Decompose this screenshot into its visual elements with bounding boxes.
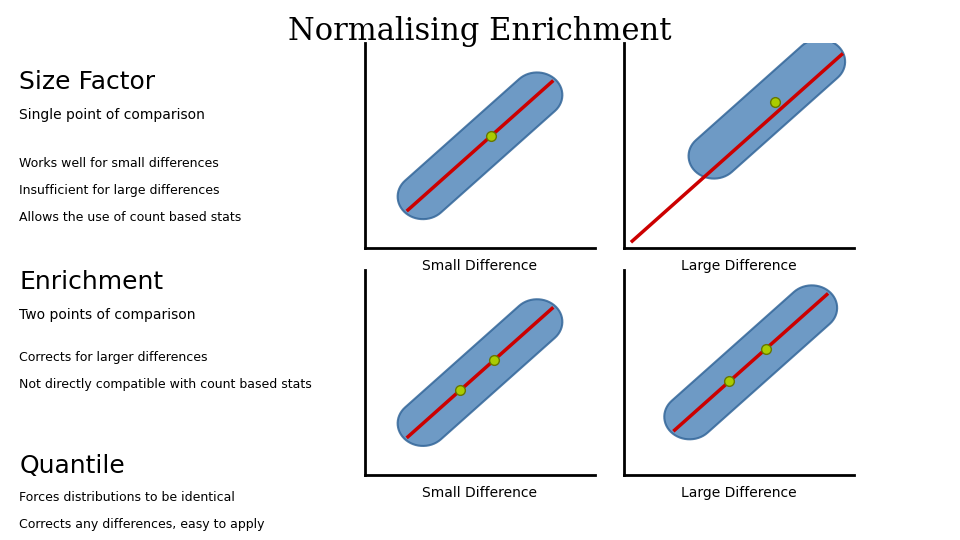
Text: Insufficient for large differences: Insufficient for large differences: [19, 184, 220, 197]
Text: Corrects any differences, easy to apply: Corrects any differences, easy to apply: [19, 518, 265, 531]
Polygon shape: [688, 39, 845, 179]
Text: Works well for small differences: Works well for small differences: [19, 157, 219, 170]
Text: Allows the use of count based stats: Allows the use of count based stats: [19, 211, 242, 224]
Text: Not directly compatible with count based stats: Not directly compatible with count based…: [19, 378, 312, 391]
Text: Two points of comparison: Two points of comparison: [19, 308, 196, 322]
Text: Enrichment: Enrichment: [19, 270, 163, 294]
Text: Small Difference: Small Difference: [422, 259, 538, 273]
Polygon shape: [664, 285, 837, 440]
Text: Corrects for larger differences: Corrects for larger differences: [19, 351, 207, 364]
Text: Large Difference: Large Difference: [682, 259, 797, 273]
Text: Forces distributions to be identical: Forces distributions to be identical: [19, 491, 235, 504]
Polygon shape: [397, 299, 563, 446]
Polygon shape: [397, 72, 563, 219]
Text: Single point of comparison: Single point of comparison: [19, 108, 205, 122]
Text: Large Difference: Large Difference: [682, 486, 797, 500]
Text: Size Factor: Size Factor: [19, 70, 156, 94]
Text: Small Difference: Small Difference: [422, 486, 538, 500]
Text: Normalising Enrichment: Normalising Enrichment: [288, 16, 672, 47]
Text: Quantile: Quantile: [19, 454, 125, 477]
